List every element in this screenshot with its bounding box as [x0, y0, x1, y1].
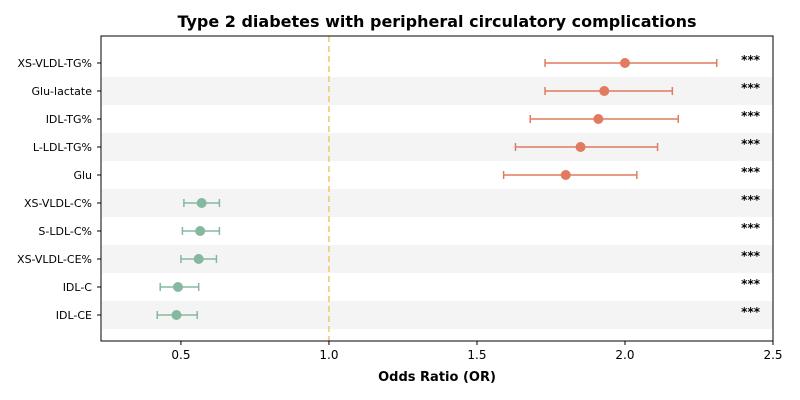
forest-row — [181, 226, 221, 236]
y-tick-label: IDL-C — [63, 281, 93, 294]
x-tick-label: 0.5 — [171, 348, 190, 362]
y-tick-label: Glu-lactate — [32, 85, 93, 98]
y-tick-label: XS-VLDL-CE% — [17, 253, 92, 266]
x-tick-label: 1.0 — [319, 348, 338, 362]
forest-row — [159, 282, 200, 292]
y-tick-label: IDL-CE — [56, 309, 92, 322]
or-point — [172, 282, 183, 292]
forest-row — [544, 86, 674, 96]
chart-title: Type 2 diabetes with peripheral circulat… — [177, 12, 696, 31]
forest-row — [183, 198, 221, 208]
y-tick-label: Glu — [73, 169, 92, 182]
y-tick-label: IDL-TG% — [46, 113, 92, 126]
data-marks-group — [156, 58, 718, 320]
or-point — [619, 58, 630, 68]
y-tick-label: XS-VLDL-TG% — [17, 57, 92, 70]
row-shade — [102, 133, 773, 161]
x-tick-label: 2.0 — [615, 348, 634, 362]
y-tick-label: XS-VLDL-C% — [24, 197, 92, 210]
significance-label: *** — [741, 221, 761, 235]
significance-label: *** — [741, 193, 761, 207]
y-tick-label: L-LDL-TG% — [33, 141, 92, 154]
significance-label: *** — [741, 305, 761, 319]
forest-row — [529, 114, 680, 124]
x-tick-label: 1.5 — [467, 348, 486, 362]
forest-row — [156, 310, 198, 320]
or-point — [599, 86, 610, 96]
forest-row — [502, 170, 638, 180]
forest-row — [544, 58, 718, 68]
or-point — [171, 310, 182, 320]
x-axis-ticks: 0.5 1.0 1.5 2.0 2.5 — [171, 341, 783, 362]
significance-label: *** — [741, 137, 761, 151]
or-point — [593, 114, 604, 124]
row-shade — [102, 301, 773, 329]
x-tick-label: 2.5 — [763, 348, 782, 362]
significance-label: *** — [741, 277, 761, 291]
forest-row — [514, 142, 659, 152]
significance-label: *** — [741, 165, 761, 179]
or-point — [575, 142, 586, 152]
significance-label: *** — [741, 81, 761, 95]
or-point — [560, 170, 571, 180]
or-point — [195, 226, 206, 236]
row-shading-group — [102, 77, 773, 329]
significance-label: *** — [741, 53, 761, 67]
significance-label: *** — [741, 249, 761, 263]
significance-label: *** — [741, 109, 761, 123]
x-axis-label: Odds Ratio (OR) — [378, 370, 496, 385]
y-tick-label: S-LDL-C% — [38, 225, 92, 238]
forest-row — [180, 254, 218, 264]
y-tick-labels: XS-VLDL-TG% Glu-lactate IDL-TG% L-LDL-TG% Gl… — [17, 57, 101, 322]
or-point — [196, 198, 207, 208]
significance-labels: *** *** *** *** *** *** *** *** *** *** — [741, 53, 761, 319]
or-point — [193, 254, 204, 264]
plot-frame — [100, 35, 774, 342]
